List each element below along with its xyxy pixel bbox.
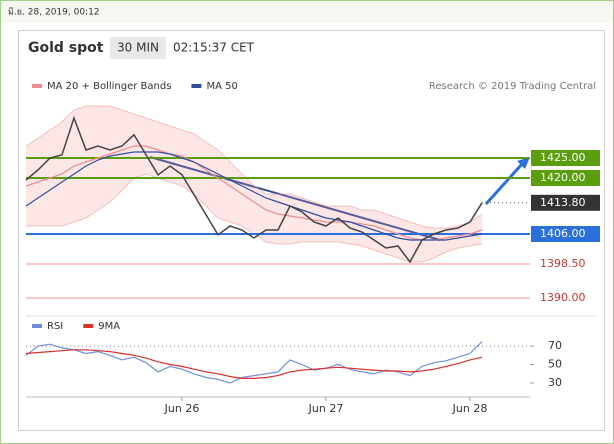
level-label: 1413.80 [540, 196, 586, 209]
level-label: 1398.50 [540, 257, 586, 270]
y-tick-label: 70 [548, 339, 562, 352]
arrow-head [517, 157, 530, 169]
price-line [25, 115, 483, 264]
level-label: 1406.00 [540, 227, 586, 240]
legend-swatch [83, 324, 94, 328]
date-bar [1, 1, 613, 23]
title: Gold spot [28, 40, 104, 56]
timeframe: 30 MIN [117, 41, 159, 55]
level-label: 1425.00 [540, 151, 586, 164]
legend-label: RSI [47, 321, 63, 332]
time: 02:15:37 CET [173, 41, 255, 55]
legend-label: MA 50 [206, 81, 237, 92]
series-line [25, 349, 483, 379]
level-box [531, 226, 600, 242]
level-box [531, 150, 600, 166]
series-line [25, 151, 483, 241]
panel [18, 30, 605, 431]
level-box [531, 170, 600, 186]
legend-swatch [32, 84, 42, 88]
legend-label: MA 20 + Bollinger Bands [47, 81, 171, 92]
series-line [25, 341, 483, 384]
level-box [531, 194, 600, 211]
legend-swatch [191, 84, 202, 88]
level-label: 1420.00 [540, 171, 586, 184]
y-tick-label: 50 [548, 358, 562, 371]
x-tick-label: Jun 27 [308, 402, 344, 415]
attribution: Research © 2019 Trading Central [429, 81, 596, 92]
x-tick-label: Jun 28 [452, 402, 488, 415]
y-tick-label: 30 [548, 376, 562, 389]
level-label: 1390.00 [540, 291, 586, 304]
series-line [25, 145, 483, 241]
legend-label: 9MA [98, 321, 120, 332]
trendline [149, 156, 441, 241]
bollinger-upper [25, 105, 483, 229]
timeframe-box [110, 37, 166, 59]
arrow-shaft [484, 162, 524, 206]
legend-swatch [32, 324, 42, 328]
date-text: มิ.ย. 28, 2019, 00:12 [8, 7, 100, 18]
x-tick-label: Jun 26 [164, 402, 200, 415]
